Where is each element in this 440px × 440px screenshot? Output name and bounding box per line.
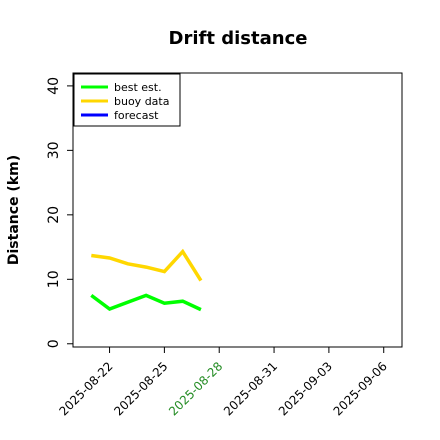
y-tick-label: 0 bbox=[46, 339, 62, 348]
x-tick-label: 2025-09-03 bbox=[276, 359, 335, 418]
y-axis-label: Distance (km) bbox=[6, 155, 22, 265]
x-ticks: 2025-08-222025-08-252025-08-282025-08-31… bbox=[56, 347, 390, 418]
y-tick-label: 40 bbox=[46, 77, 62, 95]
y-tick-label: 30 bbox=[46, 141, 62, 159]
legend-label-best-est: best est. bbox=[114, 81, 162, 94]
y-tick-label: 10 bbox=[46, 270, 62, 288]
series-line-best-est- bbox=[90, 293, 202, 312]
chart-title: Drift distance bbox=[169, 28, 308, 49]
series-line-buoy-data bbox=[91, 248, 203, 282]
legend-label-buoy-data: buoy data bbox=[114, 95, 169, 108]
x-tick-label: 2025-08-31 bbox=[221, 359, 280, 418]
x-tick-label: 2025-09-06 bbox=[331, 359, 390, 418]
y-ticks: 0 10 20 30 40 bbox=[46, 77, 73, 348]
x-tick-label: 2025-08-22 bbox=[56, 359, 115, 418]
x-tick-label: 2025-08-25 bbox=[111, 359, 170, 418]
legend-label-forecast: forecast bbox=[114, 109, 159, 122]
x-tick-label: 2025-08-28 bbox=[166, 359, 225, 418]
legend: best est. buoy data forecast bbox=[73, 73, 181, 127]
series-group bbox=[90, 248, 203, 312]
y-tick-label: 20 bbox=[46, 206, 62, 224]
